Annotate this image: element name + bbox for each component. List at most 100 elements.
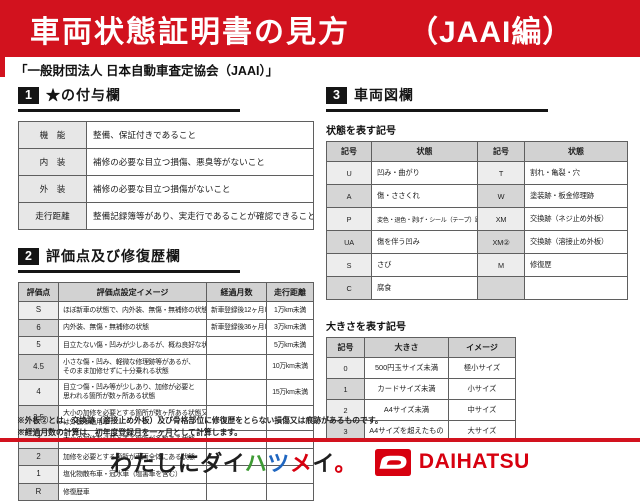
table-cell: 機 能 — [18, 121, 87, 149]
table-cell: 補修の必要な目立つ損傷、悪臭等がないこと — [86, 148, 314, 176]
slogan-char: メ — [289, 451, 313, 476]
table-cell: 4.5 — [18, 353, 59, 381]
table-row: 機 能整備、保証付きであること — [18, 121, 314, 149]
table-cell: 目立つ傷・凹み等が少しあり、加修が必要と 思われる箇所が数ヶ所ある状態 — [58, 379, 207, 406]
column-header: 走行距離 — [266, 282, 314, 302]
table-cell: 傷・ささくれ — [371, 184, 478, 208]
table-cell: P — [326, 207, 372, 231]
table-cell: 整備、保証付きであること — [86, 121, 314, 149]
table-cell: 変色・退色・剥げ・シール（テープ）跡 — [371, 207, 478, 231]
slogan-char: ハ — [244, 451, 268, 476]
table-cell: 1 — [326, 378, 365, 400]
size-symbols-label: 大きさを表す記号 — [326, 322, 406, 333]
table-cell — [206, 336, 267, 355]
table-row: 内 装補修の必要な目立つ損傷、悪臭等がないこと — [18, 148, 314, 176]
table-row: 外 装補修の必要な目立つ損傷がないこと — [18, 175, 314, 203]
right-column: 3 車両図欄 状態を表す記号 記号 状態 記号 状態 U 凹み・曲がり T 割れ・亀裂・穴 A 傷… — [326, 85, 628, 442]
table-row: R 修復歴車 — [18, 482, 314, 501]
column-header: 記号 — [326, 337, 365, 358]
condition-symbols-table: 記号 状態 記号 状態 U 凹み・曲がり T 割れ・亀裂・穴 A 傷・ささくれ W 塗装跡・板金修理跡… — [326, 141, 628, 300]
table-cell: XM② — [477, 230, 525, 254]
section-title: 車両図欄 — [354, 87, 414, 103]
table-row: S さび M 修復歴 — [326, 253, 628, 277]
organization-subtitle: 「一般財団法人 日本自動車査定協会（JAAI）」 — [15, 64, 279, 78]
table-cell: M — [477, 253, 525, 277]
slogan-char: イ — [222, 451, 245, 476]
table-cell: S — [18, 301, 59, 320]
table-cell: T — [477, 161, 525, 185]
table-cell: XM — [477, 207, 525, 231]
table-header-row: 記号 状態 記号 状態 — [326, 141, 628, 162]
table-cell: 目立たない傷・凹みが少しあるが、概ね良好な状態 — [58, 336, 207, 355]
edition-label: （JAAI編） — [408, 15, 574, 49]
slogan-char: ダ — [200, 451, 223, 476]
left-accent-stripe — [0, 57, 5, 77]
page-title: 車両状態証明書の見方 — [30, 15, 350, 49]
slogan-char: イ — [312, 451, 335, 476]
table-row: A 傷・ささくれ W 塗装跡・板金修理跡 — [326, 184, 628, 208]
table-cell: 塗装跡・板金修理跡 — [524, 184, 628, 208]
section-title: ★の付与欄 — [46, 87, 121, 103]
table-cell: 腐食 — [371, 276, 478, 300]
table-cell: 交換跡（溶接止め外板） — [524, 230, 628, 254]
table-cell: 新車登録後36ヶ月以内 — [206, 318, 267, 338]
column-header: 記号 — [326, 141, 372, 162]
table-cell: 内 装 — [18, 148, 87, 176]
table-cell: U — [326, 161, 372, 185]
table-row: C 腐食 — [326, 276, 628, 300]
table-row: U 凹み・曲がり T 割れ・亀裂・穴 — [326, 161, 628, 185]
section-header-diagram: 3 車両図欄 — [326, 85, 548, 112]
table-cell: 極小サイズ — [448, 357, 516, 379]
table-cell: UA — [326, 230, 372, 254]
divider-red-bar — [0, 438, 640, 442]
table-cell: 修復歴 — [524, 253, 628, 277]
section-header-star: 1 ★の付与欄 — [18, 85, 240, 112]
section-number-badge: 2 — [18, 247, 39, 265]
table-cell: 大小の加修を必要とする箇所が数ヶ所ある状態又 は外板②適用車 — [58, 404, 207, 432]
table-cell: R — [18, 482, 59, 501]
table-cell: 交換跡（ネジ止め外板） — [524, 207, 628, 231]
table-cell: 2 — [18, 447, 59, 467]
table-row: 2 A4サイズ未満 中サイズ — [326, 399, 516, 421]
table-cell: 整備記録簿等があり、実走行であることが確認できること — [86, 202, 314, 230]
star-criteria-table: 機 能整備、保証付きであること内 装補修の必要な目立つ損傷、悪臭等がないこと外 … — [18, 121, 314, 230]
table-row: UA 傷を伴う凹み XM② 交換跡（溶接止め外板） — [326, 230, 628, 254]
table-row: 4 目立つ傷・凹み等が少しあり、加修が必要と 思われる箇所が数ヶ所ある状態 15万k… — [18, 379, 314, 406]
column-header: 記号 — [477, 141, 525, 162]
table-cell: 中サイズ — [448, 399, 516, 421]
footnote-line: ※外板②とは、交換跡（溶接止め外板）及び骨格部位に修復歴をとらない損傷又は痕跡が… — [17, 416, 383, 425]
table-cell: 3万km未満 — [266, 318, 314, 338]
condition-symbols-label: 状態を表す記号 — [326, 126, 396, 137]
daihatsu-wordmark: DAIHATSU — [418, 450, 530, 473]
table-cell: 5 — [18, 336, 59, 355]
table-row: 3.5 大小の加修を必要とする箇所が数ヶ所ある状態又 は外板②適用車 — [18, 404, 314, 432]
table-header-row: 評価点 評価点設定イメージ 経過月数 走行距離 — [18, 282, 314, 302]
daihatsu-emblem-icon — [374, 448, 411, 476]
table-cell: 修復歴車 — [58, 482, 207, 501]
table-cell: 0 — [326, 357, 365, 379]
column-header: 評価点 — [18, 282, 59, 302]
table-cell — [206, 353, 267, 381]
table-row: 3 A4サイズを超えたもの 大サイズ — [326, 420, 516, 442]
table-cell: 割れ・亀裂・穴 — [524, 161, 628, 185]
table-row: 1 カードサイズ未満 小サイズ — [326, 378, 516, 400]
table-cell: ほぼ新車の状態で、内外装、無傷・無補修の状態 — [58, 301, 207, 320]
table-cell: 6 — [18, 318, 59, 338]
footnote-line: ※経過月数の計算は、初年度登録月を一ヶ月として計算します。 — [17, 428, 243, 438]
daihatsu-slogan: わたしにダイハツメイ。 — [110, 446, 357, 478]
table-cell: 小サイズ — [448, 378, 516, 400]
slogan-char: に — [177, 451, 201, 476]
column-header: イメージ — [448, 337, 516, 358]
size-symbols-table: 記号 大きさ イメージ 0 500円玉サイズ未満 極小サイズ 1 カードサイズ未満 小サイズ 2 A… — [326, 337, 516, 442]
table-cell: 4 — [18, 379, 59, 406]
table-cell: 10万km未満 — [266, 353, 314, 381]
table-cell: 5万km未満 — [266, 336, 314, 355]
table-cell — [206, 404, 267, 432]
table-cell: 内外装、無傷・無補修の状態 — [58, 318, 207, 338]
page-header-banner: 車両状態証明書の見方 （JAAI編） — [0, 0, 640, 57]
table-cell: 1万km未満 — [266, 301, 314, 320]
slogan-char: 。 — [334, 451, 357, 476]
footnotes: ※外板②とは、交換跡（溶接止め外板）及び骨格部位に修復歴をとらない損傷又は痕跡が… — [17, 415, 383, 439]
table-cell: 3.5 — [18, 404, 59, 432]
